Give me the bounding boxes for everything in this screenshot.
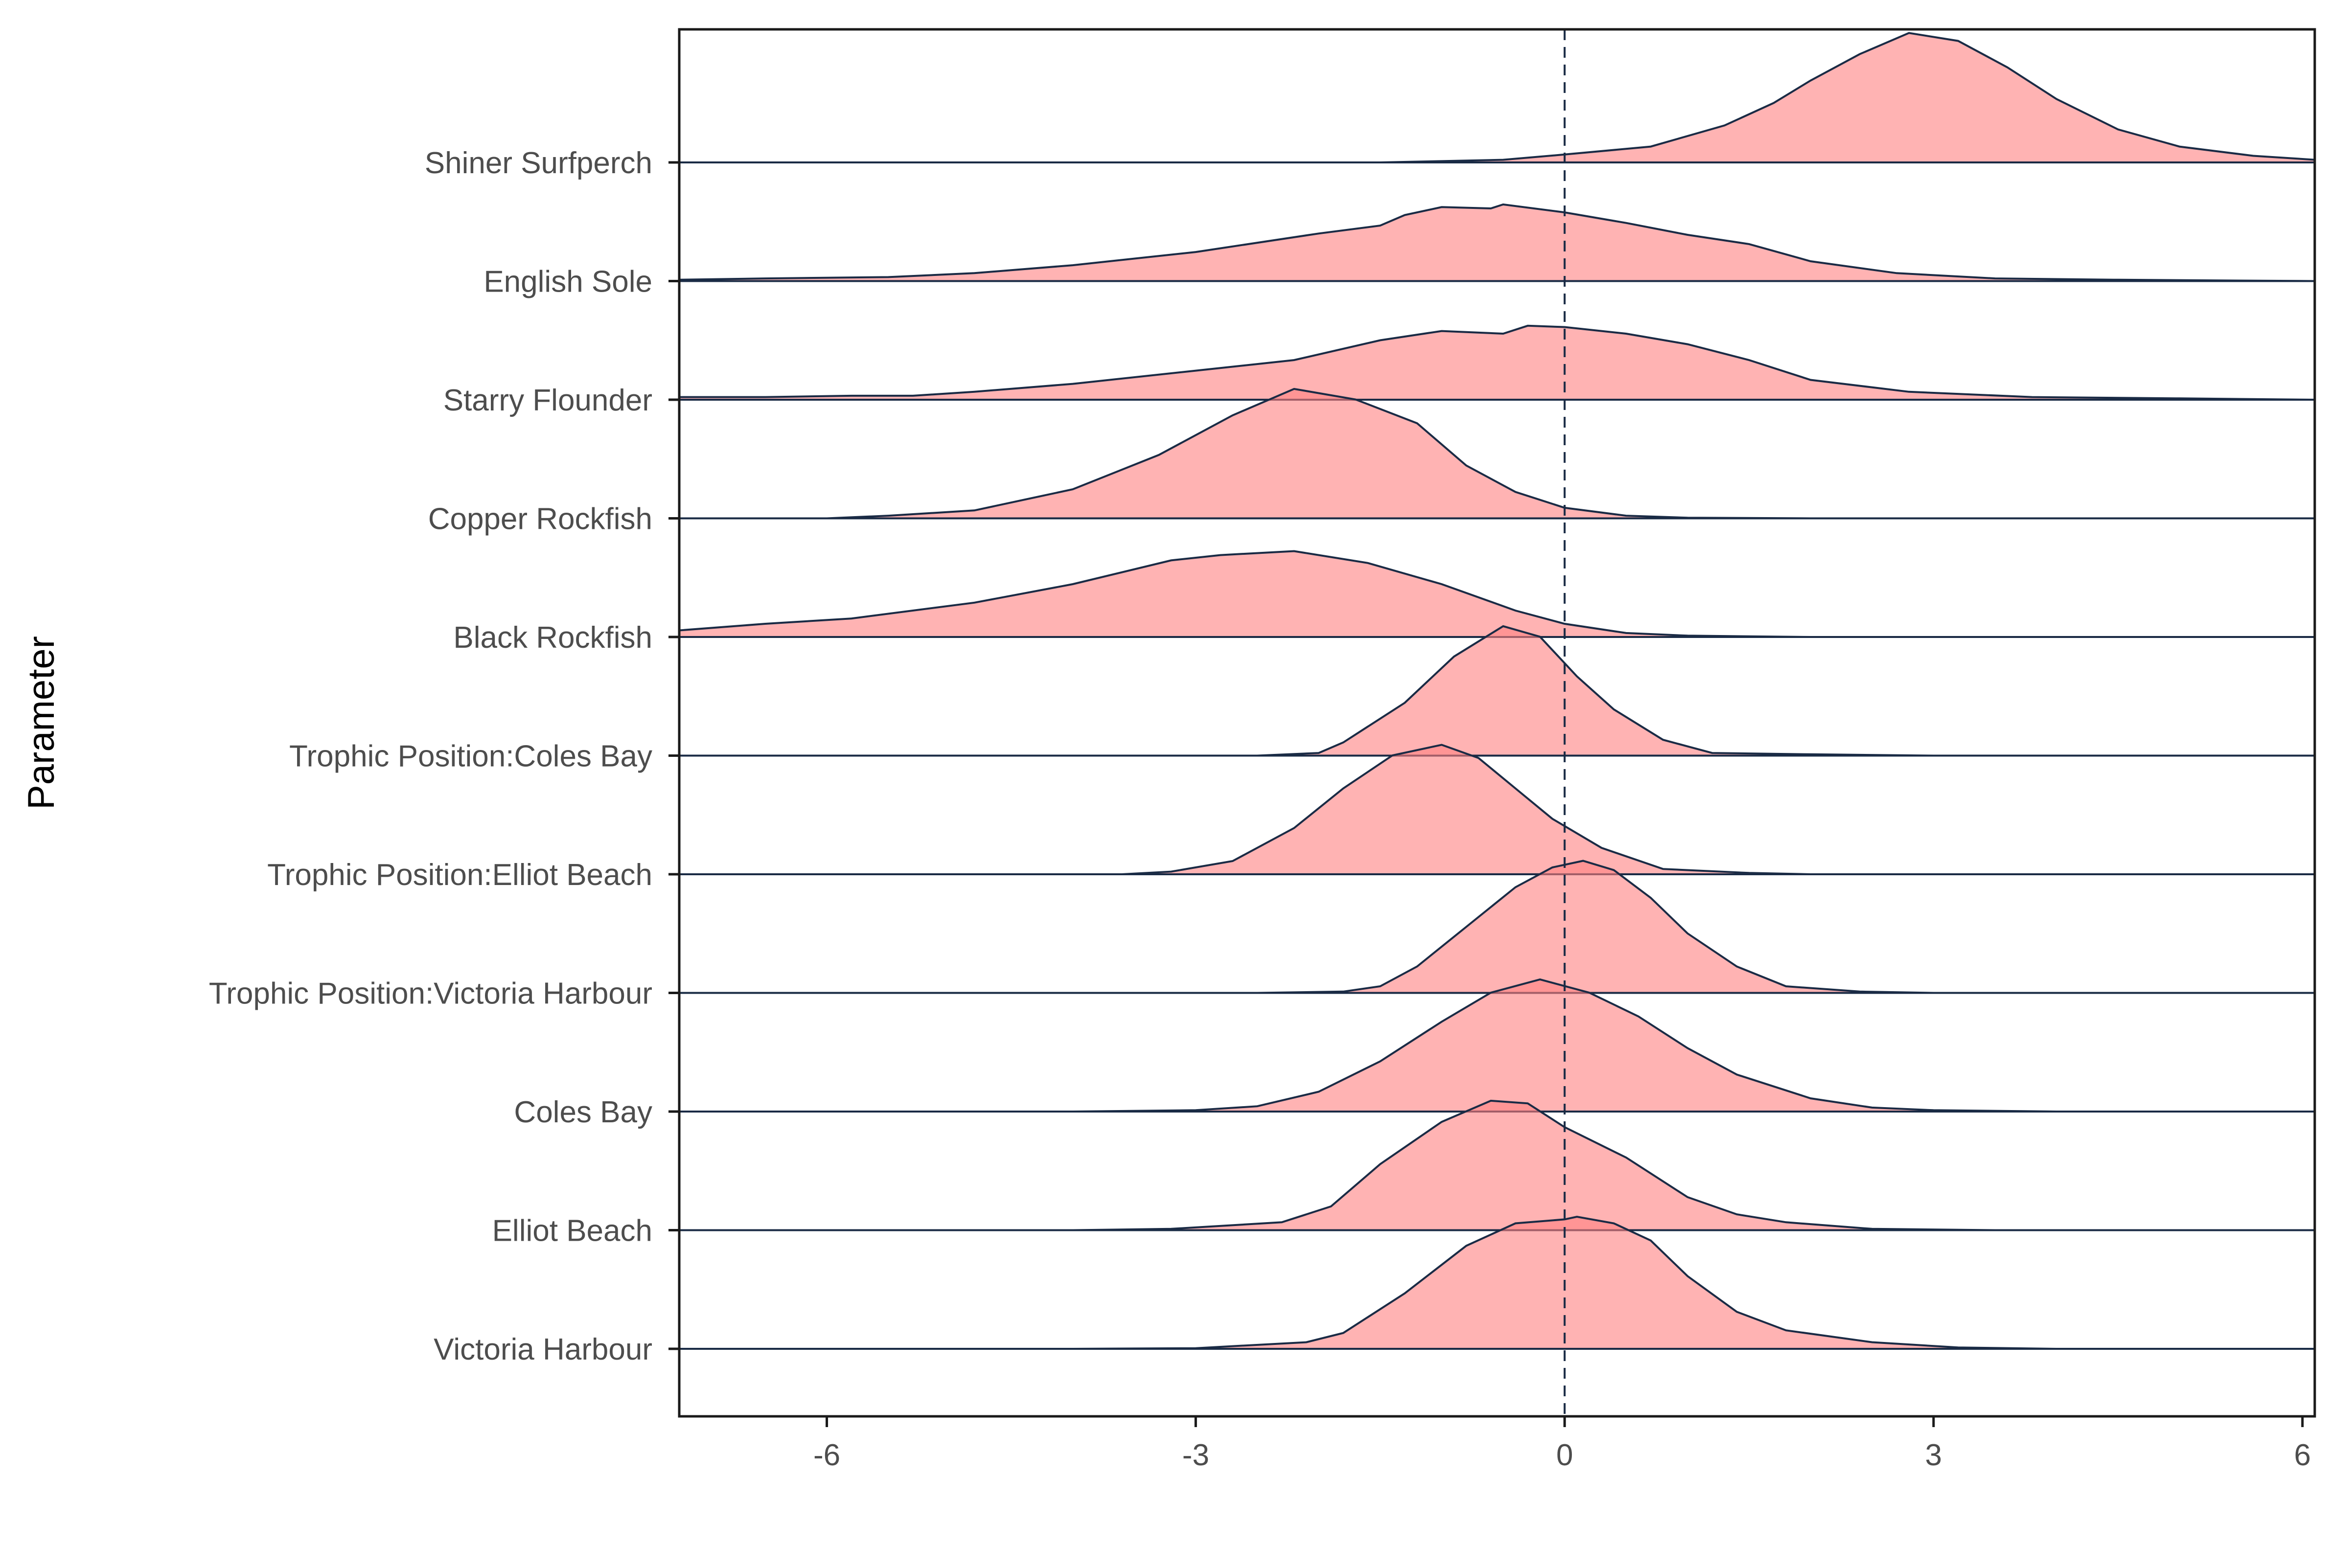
- x-tick-label: 3: [1925, 1438, 1942, 1472]
- ridge-fill: [679, 204, 2315, 281]
- ridge-outline: [679, 32, 2315, 163]
- x-tick-label: 6: [2294, 1438, 2311, 1472]
- ridge-outline: [679, 387, 2315, 520]
- ridge-outline: [679, 1215, 2315, 1350]
- ridge-11: [679, 32, 2315, 163]
- ridge-5: [679, 744, 2315, 875]
- y-axis: Victoria Harbour Elliot Beach Coles Bay Tro…: [209, 146, 679, 1366]
- ridge-fill: [679, 1100, 2315, 1230]
- ridge-outline: [679, 860, 2315, 994]
- ridge-outline: [679, 324, 2315, 401]
- ridge-outline: [679, 1099, 2315, 1231]
- ridge-fill: [679, 551, 2315, 637]
- ridge-10: [679, 203, 2315, 282]
- y-tick-label: Elliot Beach: [492, 1214, 652, 1248]
- ridge-outline: [679, 550, 2315, 638]
- x-tick-label: -6: [813, 1438, 840, 1472]
- x-axis: -6 -3 0 3 6: [813, 1416, 2311, 1472]
- y-tick-label: Victoria Harbour: [434, 1333, 652, 1366]
- y-tick-label: Coles Bay: [514, 1095, 652, 1129]
- y-tick-label: Trophic Position:Coles Bay: [289, 740, 652, 773]
- ridge-fill: [679, 33, 2315, 163]
- y-axis-title: Parameter: [21, 636, 62, 810]
- ridge-6: [679, 625, 2315, 757]
- plot-panel-border: [678, 28, 2316, 1418]
- ridge-1: [679, 1215, 2315, 1350]
- y-tick-label: Copper Rockfish: [428, 502, 652, 536]
- ridge-8: [679, 387, 2315, 520]
- ridge-fill: [679, 626, 2315, 756]
- ridge-fill: [679, 745, 2315, 874]
- ridge-fill: [679, 325, 2315, 400]
- ridge-fill: [679, 979, 2315, 1112]
- y-tick-label: Black Rockfish: [453, 621, 652, 655]
- x-tick-label: -3: [1182, 1438, 1209, 1472]
- y-tick-label: Starry Flounder: [443, 384, 652, 417]
- x-tick-label: 0: [1556, 1438, 1573, 1472]
- ridge-fill: [679, 388, 2315, 519]
- y-tick-label: Shiner Surfperch: [425, 146, 652, 180]
- y-tick-label: English Sole: [484, 265, 652, 299]
- ridge-2: [679, 1099, 2315, 1231]
- y-tick-label: Trophic Position:Victoria Harbour: [209, 977, 652, 1011]
- density-ridges: [679, 32, 2315, 1350]
- y-tick-label: Trophic Position:Elliot Beach: [267, 858, 652, 892]
- ridge-fill: [679, 1217, 2315, 1349]
- ridge-fill: [679, 861, 2315, 993]
- ridge-outline: [679, 625, 2315, 757]
- ridge-outline: [679, 203, 2315, 282]
- ridge-outline: [679, 744, 2315, 875]
- ridge-9: [679, 324, 2315, 401]
